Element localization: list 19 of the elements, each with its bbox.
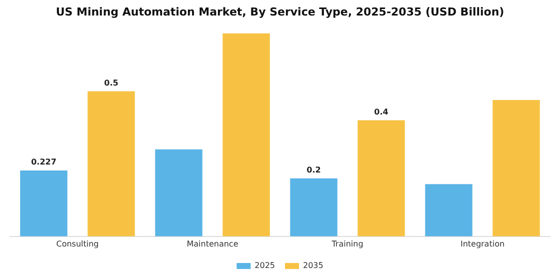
x-tick-label: Integration bbox=[460, 239, 505, 248]
x-tick-label: Consulting bbox=[56, 239, 99, 248]
bar bbox=[222, 33, 270, 236]
chart-title: US Mining Automation Market, By Service Type, 2025-2035 (USD Billion) bbox=[56, 5, 504, 18]
bar bbox=[492, 100, 540, 236]
data-label: 0.2 bbox=[306, 165, 321, 174]
bar bbox=[88, 91, 135, 236]
bar bbox=[155, 149, 202, 236]
x-tick-label: Maintenance bbox=[186, 239, 238, 248]
data-label: 0.5 bbox=[104, 78, 119, 88]
legend-label: 2035 bbox=[303, 261, 324, 270]
data-label: 0.227 bbox=[31, 158, 56, 167]
x-tick-label: Training bbox=[330, 239, 364, 248]
bar bbox=[425, 184, 472, 236]
bar bbox=[358, 120, 405, 236]
bar bbox=[290, 178, 338, 236]
data-label: 0.4 bbox=[374, 107, 389, 116]
legend-label: 2025 bbox=[254, 261, 275, 270]
bar bbox=[20, 170, 68, 236]
